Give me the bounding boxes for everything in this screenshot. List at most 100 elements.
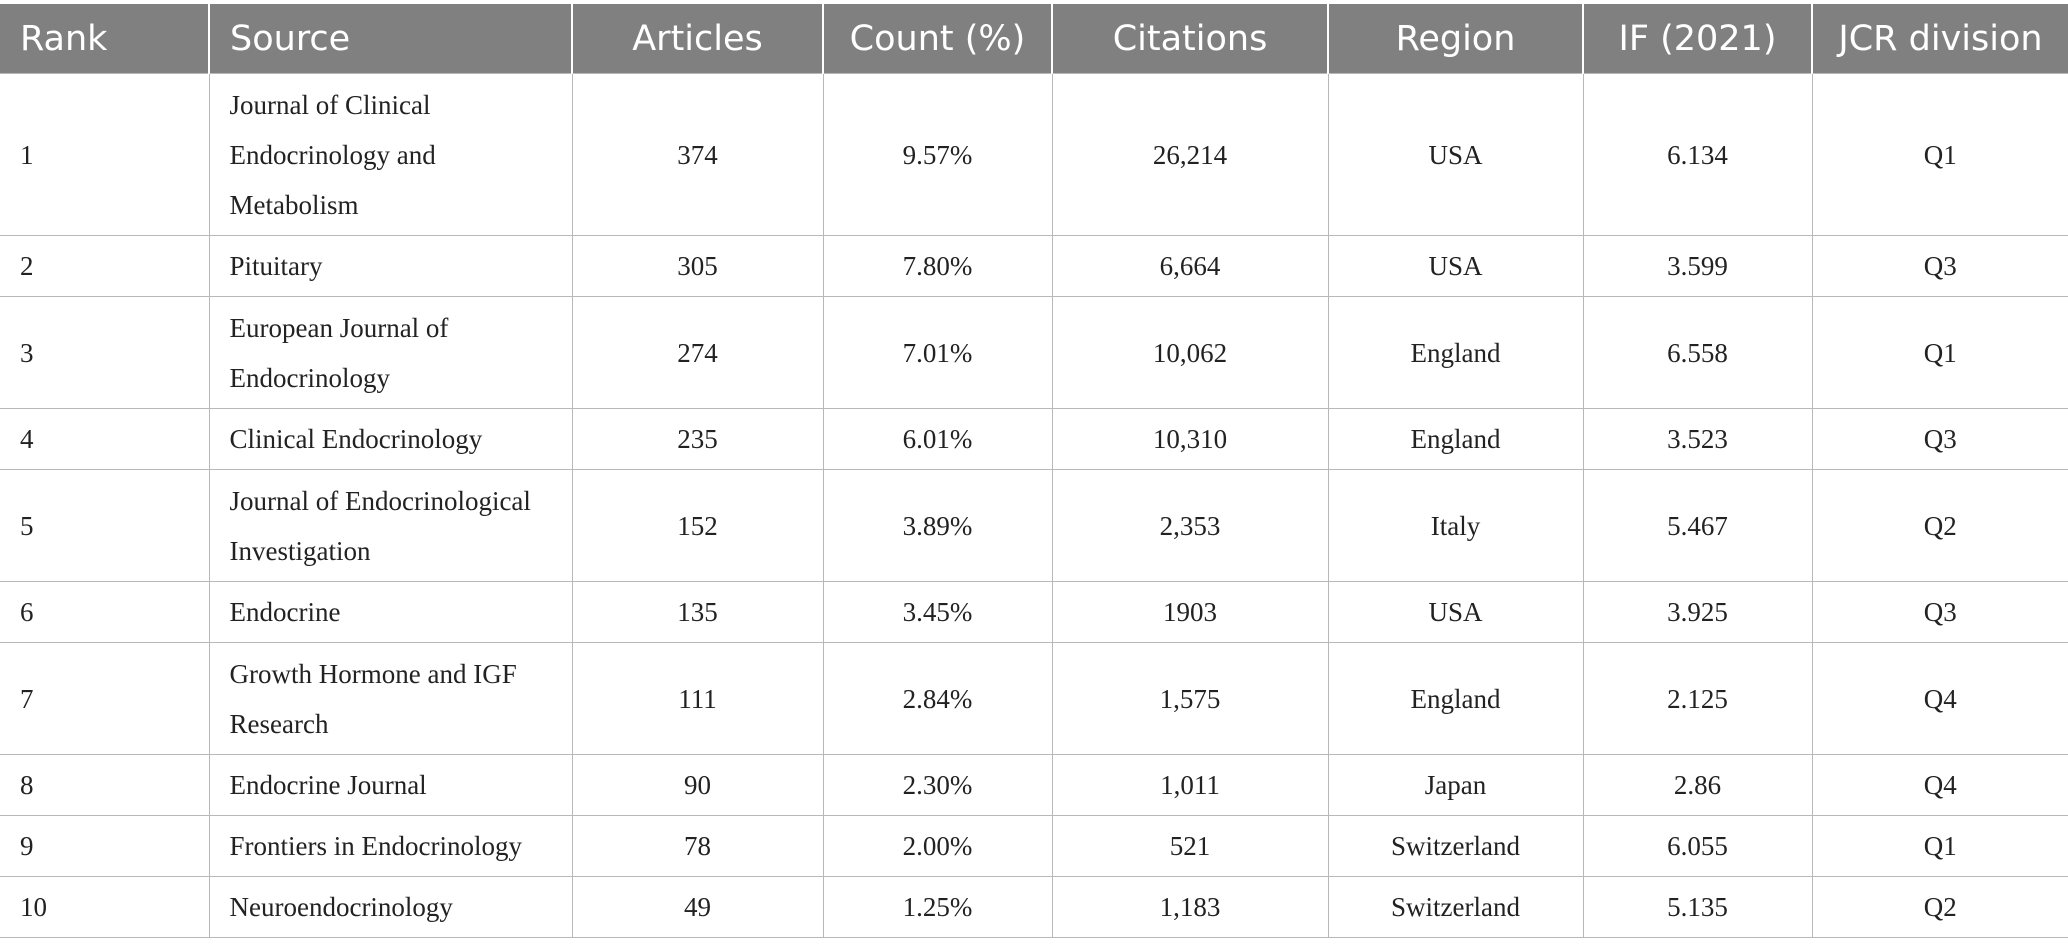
cell-source: Growth Hormone and IGF Research [208, 642, 573, 755]
cell-citations: 10,310 [1051, 408, 1329, 470]
header-citations: Citations [1052, 4, 1329, 74]
cell-source: Clinical Endocrinology [208, 408, 573, 470]
table-header: Rank Source Articles Count (%) Citations… [0, 4, 2068, 74]
cell-jcr-division: Q2 [1811, 876, 2068, 938]
cell-if: 6.134 [1582, 73, 1813, 236]
header-count: Count (%) [823, 4, 1053, 74]
table-row: 9 Frontiers in Endocrinology 78 2.00% 52… [0, 815, 2068, 877]
table-row: 1 Journal of Clinical Endocrinology and … [0, 73, 2068, 236]
cell-region: Switzerland [1327, 876, 1584, 938]
cell-jcr-division: Q4 [1811, 754, 2068, 816]
cell-articles: 152 [571, 469, 824, 582]
cell-articles: 305 [571, 235, 824, 297]
cell-articles: 374 [571, 73, 824, 236]
table-row: 4 Clinical Endocrinology 235 6.01% 10,31… [0, 408, 2068, 470]
cell-count: 3.45% [822, 581, 1053, 643]
cell-region: USA [1327, 73, 1584, 236]
cell-if: 3.599 [1582, 235, 1813, 297]
cell-rank: 4 [0, 408, 210, 470]
cell-source: Journal of Endocrinological Investigatio… [208, 469, 573, 582]
cell-articles: 111 [571, 642, 824, 755]
cell-region: England [1327, 408, 1584, 470]
header-rank: Rank [0, 4, 210, 74]
cell-rank: 10 [0, 876, 210, 938]
cell-count: 2.00% [822, 815, 1053, 877]
cell-jcr-division: Q3 [1811, 408, 2068, 470]
cell-articles: 90 [571, 754, 824, 816]
cell-rank: 3 [0, 296, 210, 409]
header-source: Source [209, 4, 573, 74]
table-row: 3 European Journal of Endocrinology 274 … [0, 296, 2068, 409]
cell-if: 3.523 [1582, 408, 1813, 470]
cell-jcr-division: Q1 [1811, 73, 2068, 236]
table-row: 2 Pituitary 305 7.80% 6,664 USA 3.599 Q3 [0, 235, 2068, 297]
cell-region: England [1327, 296, 1584, 409]
cell-articles: 135 [571, 581, 824, 643]
cell-jcr-division: Q3 [1811, 581, 2068, 643]
header-articles: Articles [572, 4, 824, 74]
cell-jcr-division: Q2 [1811, 469, 2068, 582]
cell-count: 7.01% [822, 296, 1053, 409]
cell-if: 3.925 [1582, 581, 1813, 643]
table-row: 10 Neuroendocrinology 49 1.25% 1,183 Swi… [0, 876, 2068, 938]
cell-source: Frontiers in Endocrinology [208, 815, 573, 877]
cell-citations: 1,011 [1051, 754, 1329, 816]
cell-jcr-division: Q1 [1811, 296, 2068, 409]
cell-region: Switzerland [1327, 815, 1584, 877]
cell-if: 6.055 [1582, 815, 1813, 877]
cell-jcr-division: Q1 [1811, 815, 2068, 877]
cell-region: USA [1327, 581, 1584, 643]
cell-rank: 9 [0, 815, 210, 877]
cell-citations: 1,183 [1051, 876, 1329, 938]
cell-count: 2.30% [822, 754, 1053, 816]
cell-count: 6.01% [822, 408, 1053, 470]
cell-region: USA [1327, 235, 1584, 297]
cell-articles: 235 [571, 408, 824, 470]
table-row: 8 Endocrine Journal 90 2.30% 1,011 Japan… [0, 754, 2068, 816]
cell-source: Pituitary [208, 235, 573, 297]
cell-if: 5.135 [1582, 876, 1813, 938]
cell-count: 1.25% [822, 876, 1053, 938]
cell-citations: 6,664 [1051, 235, 1329, 297]
cell-rank: 6 [0, 581, 210, 643]
cell-rank: 1 [0, 73, 210, 236]
header-row: Rank Source Articles Count (%) Citations… [0, 4, 2068, 74]
cell-if: 2.86 [1582, 754, 1813, 816]
cell-articles: 49 [571, 876, 824, 938]
cell-if: 2.125 [1582, 642, 1813, 755]
journals-table-container: Rank Source Articles Count (%) Citations… [0, 4, 2068, 938]
cell-jcr-division: Q4 [1811, 642, 2068, 755]
journals-table: Rank Source Articles Count (%) Citations… [0, 4, 2068, 938]
cell-citations: 26,214 [1051, 73, 1329, 236]
cell-count: 3.89% [822, 469, 1053, 582]
cell-region: Japan [1327, 754, 1584, 816]
cell-source: Endocrine Journal [208, 754, 573, 816]
table-row: 7 Growth Hormone and IGF Research 111 2.… [0, 642, 2068, 755]
cell-articles: 274 [571, 296, 824, 409]
table-row: 6 Endocrine 135 3.45% 1903 USA 3.925 Q3 [0, 581, 2068, 643]
cell-citations: 521 [1051, 815, 1329, 877]
cell-rank: 2 [0, 235, 210, 297]
cell-source: Endocrine [208, 581, 573, 643]
cell-rank: 7 [0, 642, 210, 755]
cell-citations: 10,062 [1051, 296, 1329, 409]
table-row: 5 Journal of Endocrinological Investigat… [0, 469, 2068, 582]
cell-citations: 1,575 [1051, 642, 1329, 755]
cell-source: European Journal of Endocrinology [208, 296, 573, 409]
cell-count: 9.57% [822, 73, 1053, 236]
cell-region: Italy [1327, 469, 1584, 582]
cell-if: 5.467 [1582, 469, 1813, 582]
cell-rank: 8 [0, 754, 210, 816]
cell-citations: 2,353 [1051, 469, 1329, 582]
cell-region: England [1327, 642, 1584, 755]
cell-source: Neuroendocrinology [208, 876, 573, 938]
cell-articles: 78 [571, 815, 824, 877]
cell-count: 2.84% [822, 642, 1053, 755]
header-if: IF (2021) [1583, 4, 1813, 74]
cell-count: 7.80% [822, 235, 1053, 297]
cell-rank: 5 [0, 469, 210, 582]
header-jcr-division: JCR division [1812, 4, 2068, 74]
cell-if: 6.558 [1582, 296, 1813, 409]
cell-jcr-division: Q3 [1811, 235, 2068, 297]
cell-citations: 1903 [1051, 581, 1329, 643]
